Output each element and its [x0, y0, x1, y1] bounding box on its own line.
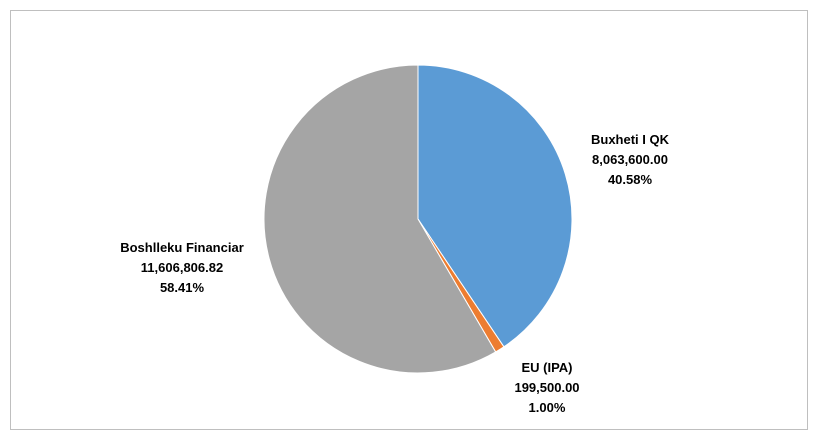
pie-slice-boshlleku: [263, 64, 497, 374]
slice-label-name: Boshlleku Financiar: [120, 240, 244, 255]
slice-label-value: 8,063,600.00: [592, 152, 668, 167]
slice-label-percent: 40.58%: [607, 172, 653, 187]
slice-label-value: 11,606,806.82: [140, 260, 224, 275]
slice-label-percent: 1.00%: [528, 400, 566, 415]
slice-label-name: EU (IPA): [521, 360, 573, 375]
slice-label-name: Buxheti I QK: [590, 132, 670, 147]
pie-chart: [263, 64, 573, 374]
slice-label-eu-ipa: EU (IPA) 199,500.00 1.00%: [514, 358, 579, 418]
slice-label-percent: 58.41%: [159, 280, 205, 295]
pie-slice-buxheti: [417, 64, 573, 348]
slice-label-value: 199,500.00: [514, 380, 580, 395]
slice-label-boshlleku: Boshlleku Financiar 11,606,806.82 58.41%: [120, 238, 244, 298]
slice-label-buxheti: Buxheti I QK 8,063,600.00 40.58%: [591, 130, 669, 190]
